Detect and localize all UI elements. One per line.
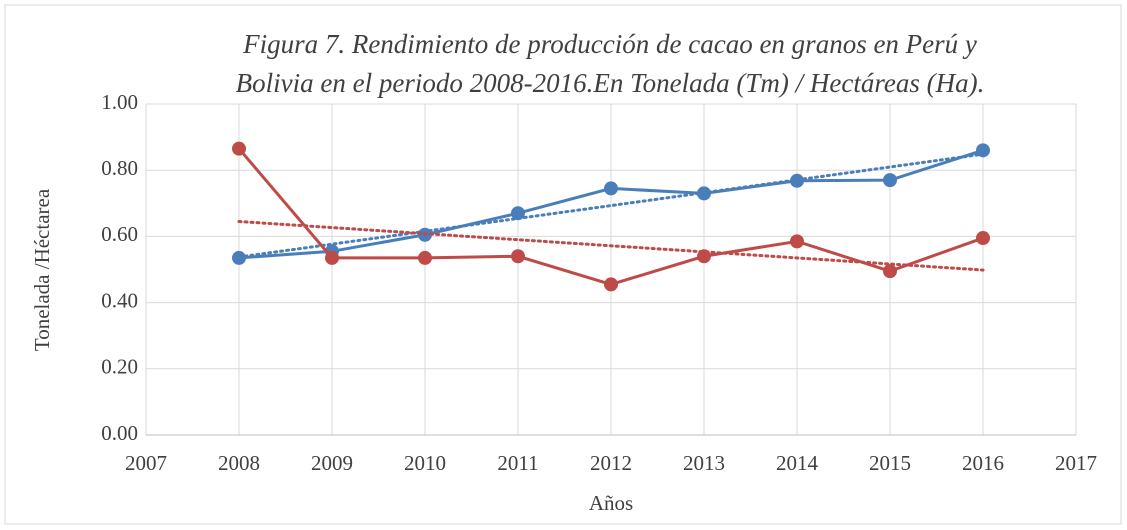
x-tick-label: 2008 (218, 451, 260, 475)
y-tick-label: 0.60 (101, 222, 138, 246)
data-point (697, 249, 711, 264)
data-point (976, 231, 990, 246)
y-tick-label: 0.80 (101, 156, 138, 180)
x-tick-label: 2014 (776, 451, 819, 475)
data-point (883, 173, 897, 188)
data-point (511, 249, 525, 264)
data-point (325, 250, 339, 265)
data-point (790, 173, 804, 188)
y-tick-label: 1.00 (101, 90, 138, 114)
data-point (511, 206, 525, 221)
x-tick-label: 2010 (404, 451, 446, 475)
x-tick-label: 2016 (962, 451, 1004, 475)
x-tick-label: 2011 (497, 451, 538, 475)
y-tick-label: 0.20 (101, 355, 138, 379)
data-point (790, 234, 804, 249)
y-tick-label: 0.40 (101, 288, 138, 312)
y-axis-label: Tonelada /Héctarea (30, 188, 54, 351)
x-tick-label: 2017 (1055, 451, 1097, 475)
data-point (604, 277, 618, 292)
data-point (232, 141, 246, 156)
data-point (604, 181, 618, 196)
trendline (237, 152, 985, 259)
chart-title: Bolivia en el periodo 2008-2016.En Tonel… (236, 68, 985, 98)
x-tick-label: 2015 (869, 451, 911, 475)
data-point (697, 186, 711, 201)
x-tick-label: 2007 (125, 451, 167, 475)
x-tick-label: 2012 (590, 451, 632, 475)
x-tick-label: 2013 (683, 451, 725, 475)
data-point (418, 250, 432, 265)
data-point (232, 250, 246, 265)
data-point (976, 143, 990, 158)
x-tick-label: 2009 (311, 451, 353, 475)
chart-title: Figura 7. Rendimiento de producción de c… (242, 29, 977, 59)
x-axis-label: Años (589, 491, 633, 515)
data-point (883, 264, 897, 279)
y-tick-label: 0.00 (101, 421, 138, 445)
chart-border (4, 4, 1122, 525)
